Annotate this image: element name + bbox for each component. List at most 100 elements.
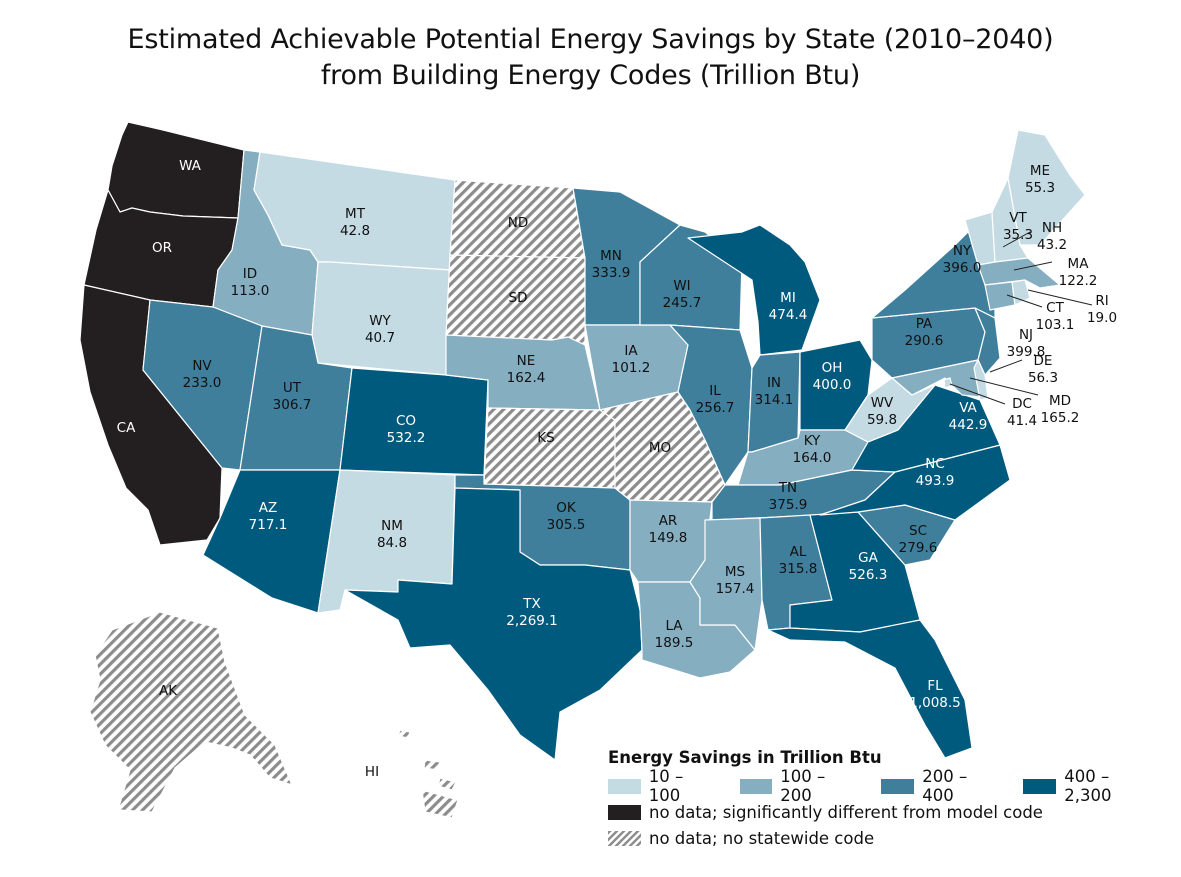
state-abbrev-nv: NV — [192, 358, 212, 374]
state-value-nj: 399.8 — [1007, 344, 1046, 360]
state-abbrev-oh: OH — [822, 360, 843, 376]
state-value-il: 256.7 — [696, 400, 735, 416]
state-abbrev-ne: NE — [517, 353, 536, 369]
state-abbrev-al: AL — [790, 544, 807, 560]
state-value-az: 717.1 — [249, 517, 288, 533]
legend-swatch-nodata — [608, 804, 641, 820]
state-abbrev-ia: IA — [624, 343, 638, 359]
state-abbrev-nm: NM — [381, 518, 403, 534]
state-abbrev-mo: MO — [649, 440, 671, 456]
legend-bin-3-label: 200 – 400 — [922, 767, 968, 805]
state-value-wi: 245.7 — [663, 295, 702, 311]
legend-title: Energy Savings in Trillion Btu — [608, 748, 882, 767]
state-value-me: 55.3 — [1025, 180, 1055, 196]
state-value-ri: 19.0 — [1087, 310, 1117, 326]
state-tx — [344, 487, 643, 761]
state-ks — [483, 407, 616, 489]
state-value-md: 165.2 — [1041, 410, 1080, 426]
state-hi-island — [423, 759, 441, 771]
state-value-fl: 1,008.5 — [909, 695, 961, 711]
legend-bin-1-label: 10 – 100 — [648, 767, 684, 805]
map-legend: Energy Savings in Trillion Btu 10 – 100 … — [608, 748, 1181, 851]
state-value-id: 113.0 — [231, 283, 270, 299]
state-value-nh: 43.2 — [1037, 237, 1067, 253]
state-abbrev-ms: MS — [725, 564, 745, 580]
state-value-tn: 375.9 — [769, 497, 808, 513]
legend-bin-4: 400 – 2,300 — [1023, 767, 1161, 805]
legend-bin-4-label: 400 – 2,300 — [1064, 767, 1112, 805]
state-abbrev-hi: HI — [365, 764, 379, 780]
state-abbrev-id: ID — [243, 266, 257, 282]
state-hi-island — [421, 789, 459, 819]
state-abbrev-nj: NJ — [1019, 327, 1033, 343]
state-abbrev-sd: SD — [509, 290, 528, 306]
state-value-nv: 233.0 — [183, 375, 222, 391]
legend-swatch-bin2 — [739, 778, 773, 794]
state-abbrev-de: DE — [1034, 353, 1053, 369]
state-abbrev-il: IL — [709, 383, 721, 399]
state-value-tx: 2,269.1 — [506, 613, 558, 629]
legend-bin-2: 100 – 200 — [739, 767, 862, 805]
state-abbrev-mt: MT — [345, 206, 366, 222]
state-abbrev-dc: DC — [1012, 396, 1032, 412]
state-value-wy: 40.7 — [365, 330, 395, 346]
state-wa — [107, 121, 245, 219]
state-ak — [89, 611, 293, 813]
map-title-line-2: from Building Energy Codes (Trillion Btu… — [320, 60, 861, 91]
state-value-ne: 162.4 — [507, 370, 546, 386]
state-il — [669, 324, 753, 486]
state-abbrev-la: LA — [665, 618, 683, 634]
legend-swatch-nocode — [608, 830, 641, 846]
state-abbrev-wi: WI — [673, 278, 690, 294]
state-value-co: 532.2 — [387, 430, 426, 446]
state-abbrev-sc: SC — [909, 523, 927, 539]
state-abbrev-co: CO — [396, 413, 416, 429]
state-value-mi: 474.4 — [769, 307, 808, 323]
state-value-ga: 526.3 — [849, 567, 888, 583]
state-az — [202, 469, 341, 614]
state-value-la: 189.5 — [655, 635, 694, 651]
state-value-ms: 157.4 — [716, 581, 755, 597]
state-abbrev-ky: KY — [804, 433, 821, 449]
state-value-ut: 306.7 — [273, 397, 312, 413]
state-abbrev-ar: AR — [659, 513, 678, 529]
state-abbrev-wv: WV — [871, 395, 894, 411]
state-abbrev-pa: PA — [916, 316, 933, 332]
state-fl — [767, 619, 973, 759]
state-abbrev-nc: NC — [925, 456, 945, 472]
legend-nodata-label: no data; significantly different from mo… — [649, 802, 1043, 822]
state-value-al: 315.8 — [779, 561, 818, 577]
state-abbrev-in: IN — [767, 375, 781, 391]
state-hi — [397, 729, 411, 739]
state-de — [973, 359, 989, 401]
state-abbrev-va: VA — [959, 400, 977, 416]
state-value-ct: 103.1 — [1036, 317, 1075, 333]
state-ri — [1011, 279, 1031, 306]
state-mi — [687, 224, 821, 356]
legend-nocode-label: no data; no statewide code — [649, 828, 875, 848]
state-abbrev-wy: WY — [369, 313, 391, 329]
state-abbrev-ct: CT — [1046, 300, 1064, 316]
state-dc — [943, 377, 953, 389]
state-abbrev-me: ME — [1030, 163, 1050, 179]
legend-bin-2-label: 100 – 200 — [780, 767, 826, 805]
map-title-line-1: Estimated Achievable Potential Energy Sa… — [127, 24, 1054, 55]
state-abbrev-md: MD — [1049, 393, 1071, 409]
state-abbrev-ok: OK — [556, 500, 577, 516]
state-abbrev-vt: VT — [1009, 210, 1027, 226]
state-value-ma: 122.2 — [1059, 273, 1098, 289]
state-abbrev-tx: TX — [522, 596, 541, 612]
state-abbrev-fl: FL — [927, 678, 943, 694]
state-abbrev-nd: ND — [508, 215, 529, 231]
state-value-dc: 41.4 — [1007, 413, 1037, 429]
legend-nocode-row: no data; no statewide code — [608, 825, 1181, 851]
state-hi-island — [437, 777, 457, 791]
state-value-ok: 305.5 — [547, 517, 586, 533]
state-value-oh: 400.0 — [813, 377, 852, 393]
legend-bins-row: 10 – 100 100 – 200 200 – 400 400 – 2,300 — [608, 767, 1181, 805]
state-abbrev-mi: MI — [780, 290, 796, 306]
state-abbrev-ks: KS — [537, 430, 554, 446]
state-value-nc: 493.9 — [916, 473, 955, 489]
state-abbrev-mn: MN — [600, 248, 622, 264]
legend-swatch-bin1 — [608, 778, 641, 794]
